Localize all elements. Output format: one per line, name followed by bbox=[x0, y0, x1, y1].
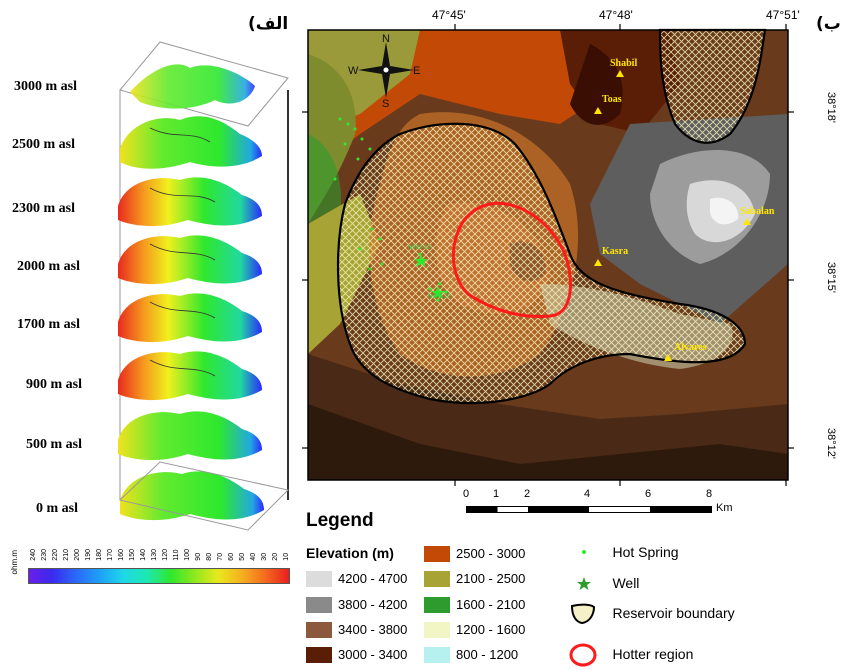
legend-elevation-item: 1600 - 2100 bbox=[424, 596, 525, 614]
lon-tick-1: 47°45' bbox=[432, 8, 466, 22]
legend-symbol-well: Well bbox=[572, 574, 639, 596]
resistivity-slices-3d bbox=[118, 41, 290, 531]
colorbar-tick: 60 bbox=[228, 552, 235, 561]
legend-elevation-item: 3800 - 4200 bbox=[306, 596, 407, 614]
legend-symbol-hotter-region: Hotter region bbox=[568, 642, 693, 667]
resistivity-colorbar bbox=[28, 568, 290, 584]
scalebar-tick: 8 bbox=[706, 488, 713, 500]
colorbar-tick: 90 bbox=[195, 552, 202, 561]
scalebar-tick: 1 bbox=[493, 488, 500, 500]
slice-label-2000: 2000 m asl bbox=[17, 259, 80, 274]
colorbar-tick: 160 bbox=[118, 549, 125, 561]
colorbar-tick: 200 bbox=[74, 549, 81, 561]
hotter-region-icon bbox=[569, 643, 597, 667]
colorbar-ticks: 240 230 220 210 200 190 180 170 160 150 … bbox=[30, 549, 290, 561]
slice-1700 bbox=[118, 293, 262, 343]
compass-s: S bbox=[382, 98, 389, 110]
colorbar-tick: 40 bbox=[250, 552, 257, 561]
colorbar-tick: 240 bbox=[30, 549, 37, 561]
colorbar-tick: 220 bbox=[52, 549, 59, 561]
scalebar: 0 1 2 4 6 8 Km bbox=[463, 488, 733, 518]
compass-rose: N E S W bbox=[348, 33, 420, 110]
compass-n: N bbox=[382, 33, 390, 45]
colorbar-tick: 70 bbox=[217, 552, 224, 561]
colorbar-unit: ohm.m bbox=[10, 550, 19, 575]
colorbar-tick: 80 bbox=[206, 552, 213, 561]
slice-label-2300: 2300 m asl bbox=[12, 201, 75, 216]
colorbar-tick: 210 bbox=[63, 549, 70, 561]
colorbar-tick: 120 bbox=[162, 549, 169, 561]
legend-symbol-reservoir: Reservoir boundary bbox=[568, 602, 735, 625]
colorbar-tick: 110 bbox=[173, 549, 180, 561]
hot-spring-icon bbox=[582, 550, 586, 554]
reservoir-boundary-ne bbox=[658, 28, 767, 144]
slice-500 bbox=[120, 471, 264, 521]
lon-tick-3: 47°51' bbox=[766, 8, 800, 22]
hotter-region bbox=[451, 201, 572, 319]
slice-2000 bbox=[118, 235, 262, 285]
colorbar-tick: 10 bbox=[283, 552, 290, 561]
compass-e: E bbox=[413, 65, 420, 77]
slice-2500 bbox=[120, 116, 262, 169]
hot-springs bbox=[333, 117, 448, 302]
scalebar-tick: 2 bbox=[524, 488, 531, 500]
legend-elevation-item: 3400 - 3800 bbox=[306, 621, 407, 639]
place-markers bbox=[594, 70, 751, 361]
geothermal-map: NWS-10 NWS-20 Shabil Toas Sabalan Kasra … bbox=[302, 24, 794, 486]
right-panel-label: ب) bbox=[816, 14, 841, 34]
place-label-sabalan: Sabalan bbox=[740, 206, 775, 217]
slice-label-900: 900 m asl bbox=[26, 377, 82, 392]
colorbar-tick: 100 bbox=[184, 549, 191, 561]
lon-tick-2: 47°48' bbox=[599, 8, 633, 22]
colorbar-tick: 130 bbox=[151, 549, 158, 561]
scalebar-tick: 4 bbox=[584, 488, 591, 500]
slice-2300 bbox=[118, 177, 262, 227]
legend-elevation-item: 3000 - 3400 bbox=[306, 646, 407, 664]
reservoir-boundary-main bbox=[336, 122, 747, 405]
left-panel-label: الف) bbox=[248, 14, 289, 34]
legend-elevation-item: 800 - 1200 bbox=[424, 646, 518, 664]
legend-elevation-item: 4200 - 4700 bbox=[306, 570, 407, 588]
legend-elevation-item: 1200 - 1600 bbox=[424, 621, 525, 639]
well-label-2: NWS-20 bbox=[428, 294, 451, 300]
wells bbox=[414, 254, 445, 299]
colorbar-tick: 170 bbox=[107, 549, 114, 561]
legend-elevation-item: 2100 - 2500 bbox=[424, 570, 525, 588]
slice-label-3000: 3000 m asl bbox=[14, 79, 77, 94]
colorbar-tick: 180 bbox=[96, 549, 103, 561]
lat-tick-1: 38°18' bbox=[825, 92, 837, 123]
slice-label-1700: 1700 m asl bbox=[17, 317, 80, 332]
scalebar-tick: 6 bbox=[645, 488, 652, 500]
well-label-1: NWS-10 bbox=[408, 245, 431, 251]
legend-symbol-hot-spring: Hot Spring bbox=[572, 543, 679, 565]
colorbar-tick: 150 bbox=[129, 549, 136, 561]
colorbar-tick: 30 bbox=[261, 552, 268, 561]
reservoir-boundary-icon bbox=[570, 603, 596, 625]
place-label-kasra: Kasra bbox=[602, 246, 628, 257]
legend-elevation-title: Elevation (m) bbox=[306, 545, 394, 561]
scalebar-unit: Km bbox=[716, 502, 733, 514]
slice-label-500: 500 m asl bbox=[26, 437, 82, 452]
place-label-shabil: Shabil bbox=[610, 58, 637, 69]
colorbar-tick: 50 bbox=[239, 552, 246, 561]
colorbar-tick: 230 bbox=[41, 549, 48, 561]
place-label-toas: Toas bbox=[602, 94, 622, 105]
legend-title: Legend bbox=[306, 510, 374, 531]
slice-1500 bbox=[118, 351, 262, 401]
slice-label-2500: 2500 m asl bbox=[12, 137, 75, 152]
legend-elevation-item: 2500 - 3000 bbox=[424, 545, 525, 563]
colorbar-tick: 20 bbox=[272, 552, 279, 561]
lat-tick-3: 38°12' bbox=[825, 428, 837, 459]
scalebar-tick: 0 bbox=[463, 488, 470, 500]
slice-900 bbox=[118, 411, 262, 461]
colorbar-tick: 190 bbox=[85, 549, 92, 561]
well-star-icon bbox=[577, 577, 591, 590]
slice-label-0: 0 m asl bbox=[36, 501, 78, 516]
lat-tick-2: 38°15' bbox=[825, 262, 837, 293]
compass-w: W bbox=[348, 65, 359, 77]
colorbar-tick: 140 bbox=[140, 549, 147, 561]
place-label-alvares: Alvares bbox=[674, 342, 707, 353]
